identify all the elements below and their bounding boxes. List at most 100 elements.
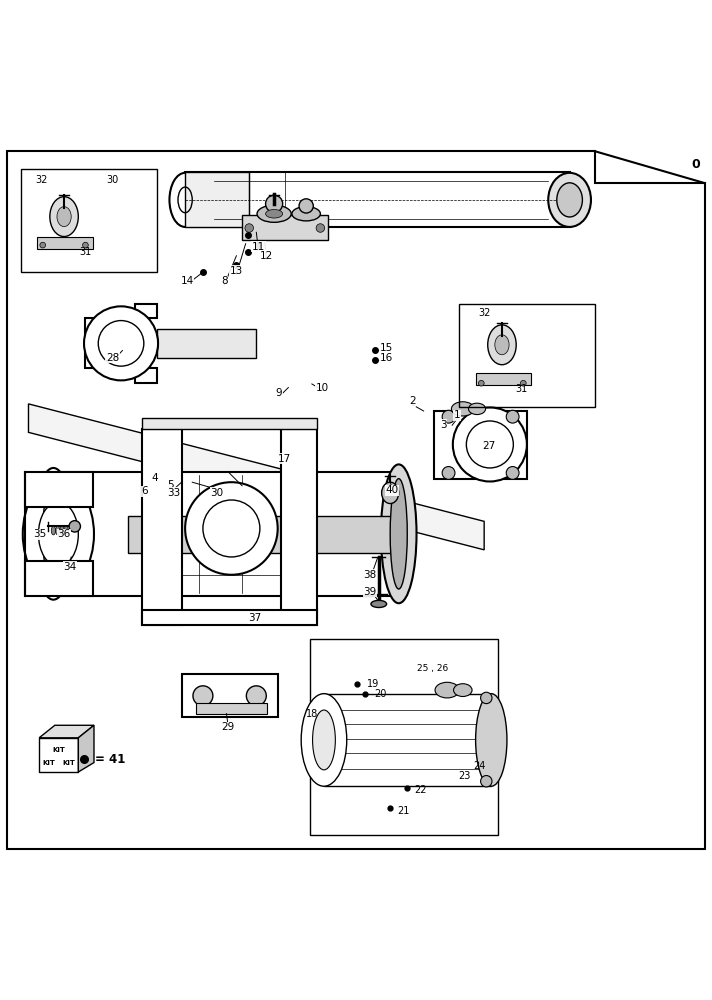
Text: 24: 24 <box>473 761 486 771</box>
Polygon shape <box>28 404 484 550</box>
Polygon shape <box>434 411 527 479</box>
Ellipse shape <box>57 207 71 227</box>
Ellipse shape <box>481 776 492 787</box>
Ellipse shape <box>557 183 582 217</box>
Polygon shape <box>142 429 182 625</box>
Text: 16: 16 <box>380 353 393 363</box>
Polygon shape <box>128 516 395 553</box>
Text: 9: 9 <box>276 388 283 398</box>
Ellipse shape <box>69 521 80 532</box>
Ellipse shape <box>257 205 291 222</box>
Ellipse shape <box>390 479 407 589</box>
Ellipse shape <box>33 468 73 600</box>
Ellipse shape <box>476 694 507 786</box>
Ellipse shape <box>84 306 158 380</box>
Text: 38: 38 <box>364 570 377 580</box>
Ellipse shape <box>468 403 486 415</box>
Text: 28: 28 <box>106 353 119 363</box>
Text: 8: 8 <box>221 276 228 286</box>
Text: 39: 39 <box>364 587 377 597</box>
Text: 14: 14 <box>181 276 194 286</box>
Ellipse shape <box>40 242 46 248</box>
Ellipse shape <box>520 380 526 386</box>
Ellipse shape <box>56 526 60 535</box>
Text: 25 , 26: 25 , 26 <box>417 664 449 673</box>
Ellipse shape <box>185 482 278 575</box>
Polygon shape <box>185 172 249 227</box>
Text: 13: 13 <box>230 266 243 276</box>
Ellipse shape <box>371 600 387 608</box>
Ellipse shape <box>266 210 283 218</box>
Ellipse shape <box>442 410 455 423</box>
Text: KIT: KIT <box>52 747 66 753</box>
Ellipse shape <box>50 197 78 237</box>
Polygon shape <box>142 418 317 429</box>
Ellipse shape <box>506 410 519 423</box>
Text: 10: 10 <box>316 383 329 393</box>
Ellipse shape <box>313 710 335 770</box>
Polygon shape <box>196 703 267 714</box>
Text: 15: 15 <box>380 343 393 353</box>
Polygon shape <box>53 472 399 596</box>
Text: 12: 12 <box>260 251 273 261</box>
Ellipse shape <box>301 694 347 786</box>
Text: 40: 40 <box>385 485 398 495</box>
Ellipse shape <box>64 526 68 535</box>
Polygon shape <box>142 610 317 625</box>
Bar <box>459 304 595 407</box>
Ellipse shape <box>245 224 253 232</box>
Text: 0: 0 <box>691 158 700 171</box>
Polygon shape <box>242 215 328 240</box>
Text: 31: 31 <box>515 384 528 394</box>
Text: 4: 4 <box>152 473 159 483</box>
Polygon shape <box>185 172 570 227</box>
Text: 20: 20 <box>375 689 387 699</box>
Ellipse shape <box>38 502 78 566</box>
Ellipse shape <box>481 692 492 704</box>
Text: 19: 19 <box>367 679 379 689</box>
Text: 32: 32 <box>478 308 491 318</box>
Polygon shape <box>157 329 256 358</box>
Polygon shape <box>281 429 317 625</box>
Ellipse shape <box>488 325 516 365</box>
Text: 35: 35 <box>33 529 46 539</box>
Text: 34: 34 <box>63 562 76 572</box>
Text: 31: 31 <box>79 247 92 257</box>
Text: KIT: KIT <box>43 760 56 766</box>
Ellipse shape <box>23 479 94 590</box>
Polygon shape <box>182 674 278 717</box>
Ellipse shape <box>266 195 283 212</box>
Ellipse shape <box>51 526 56 535</box>
Ellipse shape <box>548 173 591 227</box>
Ellipse shape <box>299 199 313 213</box>
Text: 6: 6 <box>141 486 148 496</box>
Text: 11: 11 <box>252 242 265 252</box>
Ellipse shape <box>43 482 64 585</box>
Text: 37: 37 <box>248 613 261 623</box>
Polygon shape <box>25 472 93 507</box>
Text: 27: 27 <box>482 441 495 451</box>
Bar <box>310 639 498 835</box>
Polygon shape <box>37 237 93 249</box>
Text: 18: 18 <box>306 709 318 719</box>
Polygon shape <box>324 694 491 786</box>
Polygon shape <box>78 725 94 772</box>
Ellipse shape <box>435 682 459 698</box>
Ellipse shape <box>381 464 417 603</box>
Ellipse shape <box>451 402 474 416</box>
Text: 1: 1 <box>454 410 461 420</box>
Polygon shape <box>39 725 94 738</box>
Text: 21: 21 <box>397 806 409 816</box>
Text: 23: 23 <box>458 771 470 781</box>
Text: KIT: KIT <box>62 760 75 766</box>
Ellipse shape <box>83 242 88 248</box>
Ellipse shape <box>169 173 201 227</box>
Text: 5: 5 <box>167 480 174 490</box>
Ellipse shape <box>60 526 64 535</box>
Text: 30: 30 <box>211 488 224 498</box>
Bar <box>21 169 157 272</box>
Text: 3: 3 <box>440 420 447 430</box>
Ellipse shape <box>316 224 325 232</box>
Ellipse shape <box>246 686 266 706</box>
Polygon shape <box>85 304 157 383</box>
